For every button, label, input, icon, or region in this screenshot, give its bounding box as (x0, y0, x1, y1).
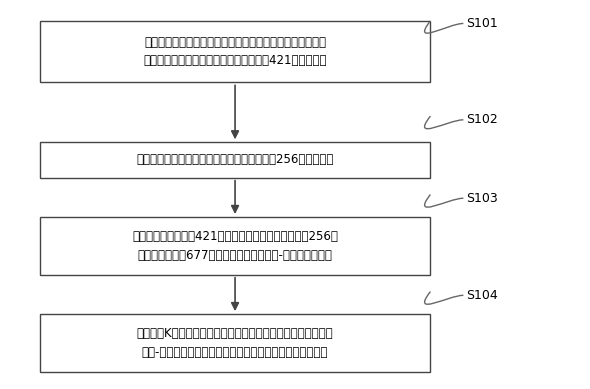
Text: S103: S103 (466, 192, 498, 205)
Text: 药物-靶标结合描述符输入预测器预测药物和靶标是否有关联: 药物-靶标结合描述符输入预测器预测药物和靶标是否有关联 (142, 346, 328, 359)
Text: 通过药物分子指纹软件将药物分子描述成一个256维空间向量: 通过药物分子指纹软件将药物分子描述成一个256维空间向量 (136, 153, 334, 166)
Text: S104: S104 (466, 289, 498, 302)
FancyBboxPatch shape (40, 21, 431, 82)
Text: 采用模糊K近邻法对训练集进行训练，得出预测器最佳参数，将: 采用模糊K近邻法对训练集进行训练，得出预测器最佳参数，将 (137, 327, 333, 340)
Text: 序列氨基酸成分将靶标蛋白质序列转换成421维空间向量: 序列氨基酸成分将靶标蛋白质序列转换成421维空间向量 (143, 54, 327, 68)
Text: 基于复杂度、二联体生成蛋白质伪氨基酸成分，结合蛋白质: 基于复杂度、二联体生成蛋白质伪氨基酸成分，结合蛋白质 (144, 36, 326, 49)
FancyBboxPatch shape (40, 217, 431, 275)
FancyBboxPatch shape (40, 314, 431, 372)
FancyBboxPatch shape (40, 142, 431, 178)
Text: 将描述蛋白质序列的421维空间向量和描述药物分子的256维: 将描述蛋白质序列的421维空间向量和描述药物分子的256维 (132, 230, 338, 243)
Text: 空间向量组成成677维空间向量，作为药物-靶标结合描述符: 空间向量组成成677维空间向量，作为药物-靶标结合描述符 (137, 249, 333, 262)
Text: S102: S102 (466, 113, 498, 126)
Text: S101: S101 (466, 17, 498, 30)
